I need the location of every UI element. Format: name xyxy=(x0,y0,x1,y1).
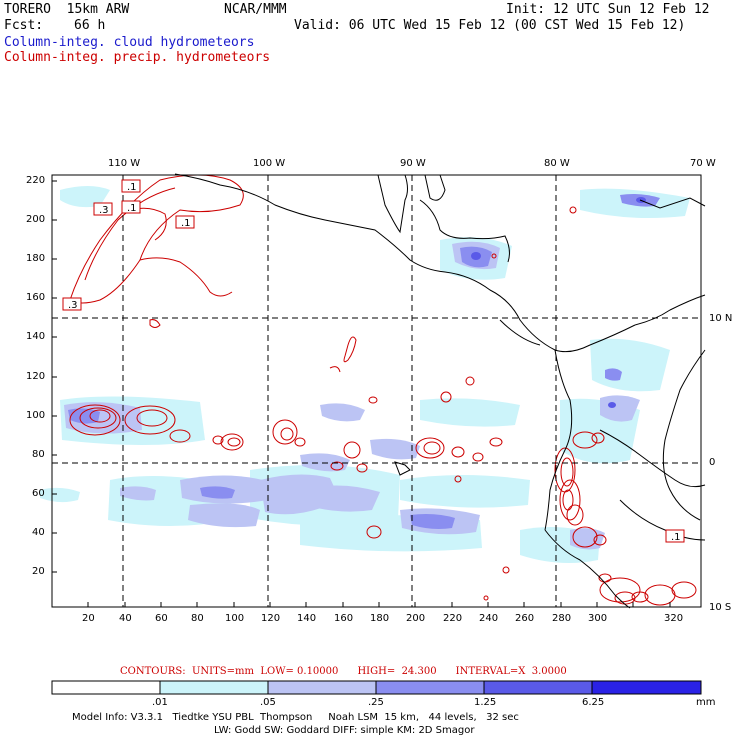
colorbar-value: .01 xyxy=(152,697,168,708)
coastlines xyxy=(174,173,706,609)
x-tick: 200 xyxy=(406,613,426,624)
y-tick: 100 xyxy=(26,410,46,421)
y-tick: 60 xyxy=(32,488,45,499)
map-frame xyxy=(51,174,702,608)
x-tick: 120 xyxy=(261,613,281,624)
y-tick: 40 xyxy=(32,527,45,538)
x-tick: 300 xyxy=(588,613,608,624)
forecast-label: Fcst: xyxy=(4,18,44,33)
model-title: TORERO 15km ARW xyxy=(4,2,130,17)
contour-label: .3 xyxy=(99,205,109,216)
colorbar xyxy=(51,680,702,695)
valid-time: Valid: 06 UTC Wed 15 Feb 12 (00 CST Wed … xyxy=(294,18,686,33)
lat-label: 10 N xyxy=(709,313,733,324)
colorbar-unit: mm xyxy=(696,697,716,708)
y-tick: 20 xyxy=(32,566,45,577)
org-name: NCAR/MMM xyxy=(224,2,287,17)
lat-label: 10 S xyxy=(709,602,732,613)
x-tick: 320 xyxy=(664,613,684,624)
x-tick: 160 xyxy=(334,613,354,624)
precip-contours xyxy=(69,174,697,606)
x-tick: 100 xyxy=(225,613,245,624)
x-tick: 40 xyxy=(119,613,132,624)
x-tick: 140 xyxy=(297,613,317,624)
colorbar-value: .25 xyxy=(368,697,384,708)
x-tick: 280 xyxy=(552,613,572,624)
x-tick: 240 xyxy=(479,613,499,624)
y-tick: 220 xyxy=(26,175,46,186)
model-info: Model Info: V3.3.1 Tiedtke YSU PBL Thomp… xyxy=(72,712,519,723)
cloud-field-label: Column-integ. cloud hydrometeors xyxy=(4,35,255,50)
y-tick: 140 xyxy=(26,331,46,342)
contour-info: CONTOURS: UNITS=mm LOW= 0.10000 HIGH= 24… xyxy=(120,666,567,677)
forecast-hour: 66 h xyxy=(74,18,106,33)
contour-label: .1 xyxy=(127,182,137,193)
y-tick: 120 xyxy=(26,371,46,382)
precip-field-label: Column-integ. precip. hydrometeors xyxy=(4,50,271,65)
contour-label: .3 xyxy=(68,300,78,311)
lon-label: 110 W xyxy=(108,158,141,169)
colorbar-value: 1.25 xyxy=(474,697,497,708)
lat-lon-grid xyxy=(52,175,701,607)
init-time: Init: 12 UTC Sun 12 Feb 12 xyxy=(506,2,710,17)
x-tick: 180 xyxy=(370,613,390,624)
physics-info: LW: Godd SW: Goddard DIFF: simple KM: 2D… xyxy=(214,725,475,736)
x-tick: 80 xyxy=(191,613,204,624)
lat-label: 0 xyxy=(709,457,716,468)
colorbar-value: 6.25 xyxy=(582,697,605,708)
contour-labels: .1 .3 .1 .3 .1 .1 xyxy=(62,179,685,543)
lon-label: 70 W xyxy=(690,158,716,169)
contour-label: .1 xyxy=(181,218,191,229)
contour-label: .1 xyxy=(127,203,137,214)
x-tick: 60 xyxy=(155,613,168,624)
y-tick: 200 xyxy=(26,214,46,225)
contour-label: .1 xyxy=(671,532,681,543)
colorbar-value: .05 xyxy=(260,697,276,708)
lon-label: 100 W xyxy=(253,158,286,169)
y-tick: 160 xyxy=(26,292,46,303)
x-tick: 220 xyxy=(443,613,463,624)
x-tick: 260 xyxy=(515,613,535,624)
x-tick: 20 xyxy=(82,613,95,624)
cloud-shading xyxy=(40,186,690,564)
lon-label: 90 W xyxy=(400,158,426,169)
lon-label: 80 W xyxy=(544,158,570,169)
y-tick: 180 xyxy=(26,253,46,264)
y-tick: 80 xyxy=(32,449,45,460)
